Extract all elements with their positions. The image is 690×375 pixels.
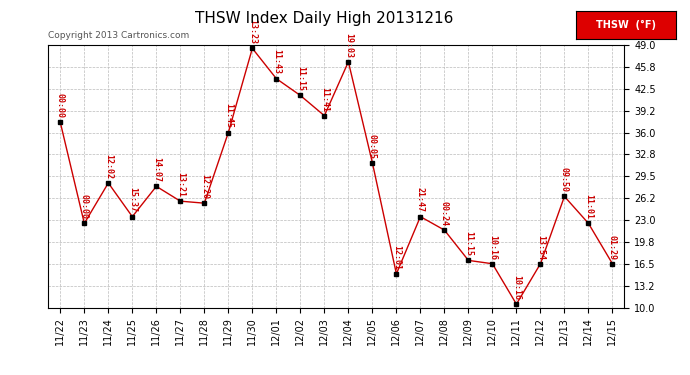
Text: 12:01: 12:01	[392, 244, 401, 270]
Text: 19:03: 19:03	[344, 33, 353, 58]
Text: 11:45: 11:45	[224, 104, 233, 128]
Text: 00:05: 00:05	[368, 134, 377, 159]
Text: 11:15: 11:15	[464, 231, 473, 256]
Text: 21:47: 21:47	[416, 188, 425, 213]
Text: 10:16: 10:16	[488, 235, 497, 260]
Text: 10:16: 10:16	[512, 275, 521, 300]
Text: 13:54: 13:54	[536, 235, 545, 260]
Text: 00:00: 00:00	[56, 93, 65, 118]
Text: 11:43: 11:43	[272, 50, 281, 75]
Text: 00:00: 00:00	[80, 194, 89, 219]
Text: Copyright 2013 Cartronics.com: Copyright 2013 Cartronics.com	[48, 31, 190, 40]
Text: 00:24: 00:24	[440, 201, 449, 226]
Text: THSW Index Daily High 20131216: THSW Index Daily High 20131216	[195, 11, 453, 26]
Text: 12:02: 12:02	[104, 154, 113, 179]
Text: 11:01: 11:01	[584, 194, 593, 219]
Text: 14:07: 14:07	[152, 157, 161, 182]
Text: THSW  (°F): THSW (°F)	[596, 20, 656, 30]
Text: 13:23: 13:23	[248, 19, 257, 44]
Text: 11:15: 11:15	[296, 66, 305, 92]
Text: 13:21: 13:21	[176, 172, 185, 197]
Text: 12:20: 12:20	[200, 174, 209, 199]
Text: 11:41: 11:41	[320, 87, 329, 111]
Text: 15:37: 15:37	[128, 188, 137, 213]
Text: 09:50: 09:50	[560, 167, 569, 192]
Text: 01:29: 01:29	[608, 235, 617, 260]
